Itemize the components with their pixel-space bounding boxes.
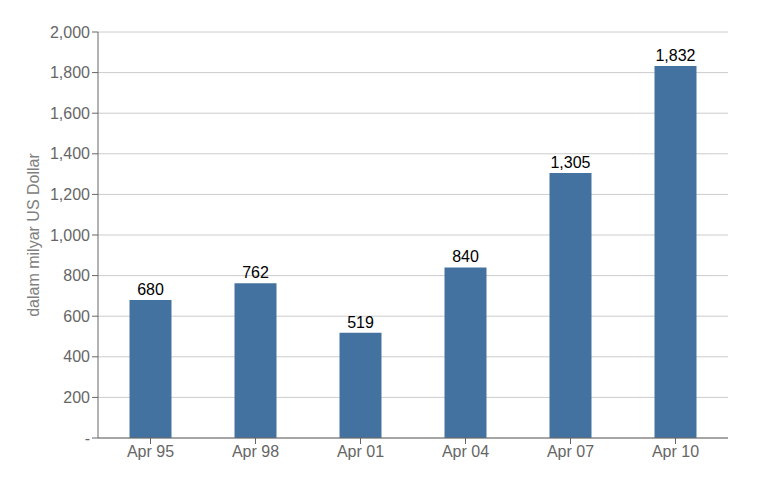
svg-text:Apr 10: Apr 10 xyxy=(652,443,699,460)
svg-text:Apr 01: Apr 01 xyxy=(337,443,384,460)
svg-text:1,400: 1,400 xyxy=(50,145,90,162)
svg-text:840: 840 xyxy=(452,248,479,265)
svg-text:dalam milyar US Dollar: dalam milyar US Dollar xyxy=(25,153,42,317)
svg-text:762: 762 xyxy=(242,264,269,281)
svg-text:519: 519 xyxy=(347,314,374,331)
svg-text:400: 400 xyxy=(63,348,90,365)
svg-text:1,600: 1,600 xyxy=(50,105,90,122)
svg-text:1,200: 1,200 xyxy=(50,186,90,203)
svg-text:Apr 95: Apr 95 xyxy=(127,443,174,460)
svg-text:Apr 07: Apr 07 xyxy=(547,443,594,460)
svg-text:1,800: 1,800 xyxy=(50,64,90,81)
svg-text:800: 800 xyxy=(63,267,90,284)
svg-text:1,000: 1,000 xyxy=(50,227,90,244)
svg-text:Apr 98: Apr 98 xyxy=(232,443,279,460)
svg-text:680: 680 xyxy=(137,281,164,298)
svg-text:600: 600 xyxy=(63,308,90,325)
svg-text:2,000: 2,000 xyxy=(50,24,90,41)
svg-text:1,832: 1,832 xyxy=(655,47,695,64)
svg-text:200: 200 xyxy=(63,389,90,406)
svg-text:Apr 04: Apr 04 xyxy=(442,443,489,460)
svg-text:-: - xyxy=(85,430,90,447)
svg-text:1,305: 1,305 xyxy=(550,154,590,171)
